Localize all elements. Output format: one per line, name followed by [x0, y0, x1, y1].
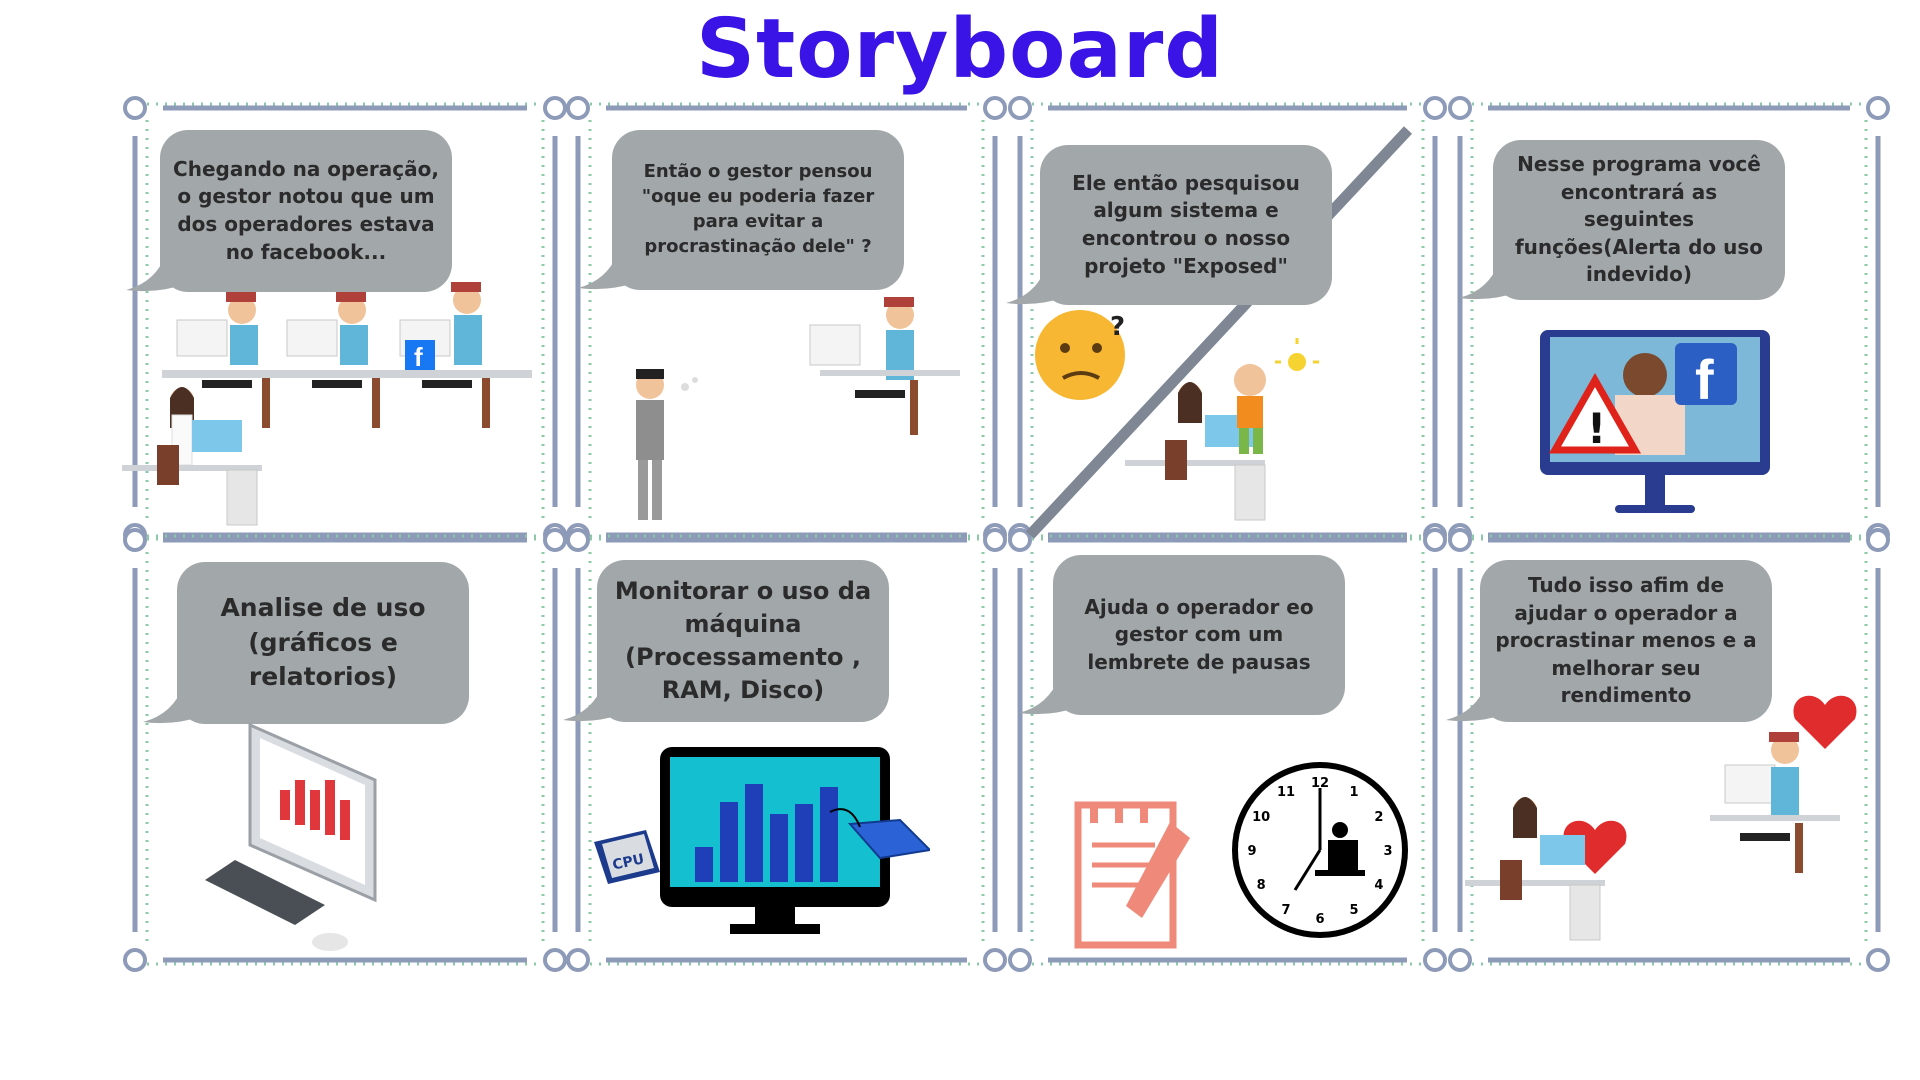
cpu-icon: CPU — [594, 830, 660, 884]
warning-icon: ! — [1548, 372, 1642, 454]
speech-bubble-3: Ele então pesquisou algum sistema e enco… — [1006, 145, 1332, 305]
thinking-manager-icon — [636, 369, 698, 520]
speech-bubble-4-text: Nesse programa você encontrará as seguin… — [1514, 152, 1764, 287]
heart-icon — [1793, 695, 1857, 749]
svg-text:!: ! — [1587, 404, 1606, 453]
bubble-tail — [1459, 262, 1519, 300]
panel-frame — [566, 528, 1007, 972]
bubble-tail — [563, 684, 623, 722]
computer-charts-5 — [205, 722, 377, 951]
operator-1-icon — [176, 292, 270, 428]
panel-frame — [1448, 96, 1890, 547]
speech-bubble-6: Monitorar o uso da máquina (Processament… — [563, 560, 889, 722]
speech-bubble-8-text: Tudo isso afim de ajudar o operador a pr… — [1495, 573, 1757, 708]
diagonal-divider — [1025, 126, 1413, 539]
page-title: Storyboard — [696, 2, 1224, 97]
clock-number: 1 — [1349, 785, 1358, 800]
thinking-scene-2 — [636, 297, 960, 520]
bar-chart-icon — [695, 784, 838, 882]
clock-number: 9 — [1247, 844, 1256, 859]
speech-bubble-3-text: Ele então pesquisou algum sistema e enco… — [1072, 170, 1300, 278]
speech-bubble-7-text: Ajuda o operador eo gestor com um lembre… — [1084, 594, 1314, 674]
speech-bubble-8: Tudo isso afim de ajudar o operador a pr… — [1446, 560, 1772, 722]
manager-icon — [1125, 382, 1266, 521]
lightbulb-icon — [1275, 338, 1319, 371]
panel-frame — [1448, 528, 1890, 972]
speech-bubble-5-text: Analise de uso (gráficos e relatorios) — [220, 593, 426, 692]
speech-bubble-5: Analise de uso (gráficos e relatorios) — [143, 562, 469, 724]
speech-bubble-1-text: Chegando na operação, o gestor notou que… — [173, 156, 439, 264]
thinking-emoji-icon: ? — [1035, 310, 1125, 400]
clock-number: 5 — [1349, 903, 1358, 918]
monitor-usage-6: CPU — [594, 747, 930, 934]
bar-chart-icon — [280, 780, 350, 840]
clock-number: 8 — [1257, 878, 1266, 893]
clock-number: 10 — [1252, 810, 1270, 825]
manager-icon — [122, 387, 262, 526]
bubble-tail — [143, 686, 203, 724]
speech-bubble-1: Chegando na operação, o gestor notou que… — [126, 130, 452, 292]
clock-number: 2 — [1374, 810, 1383, 825]
facebook-icon: f — [405, 340, 435, 372]
manager-icon — [1465, 797, 1605, 941]
speech-bubble-6-text: Monitorar o uso da máquina (Processament… — [614, 576, 872, 705]
clock-number: 3 — [1383, 844, 1392, 859]
clock-number: 4 — [1374, 878, 1383, 893]
clock-number: 6 — [1315, 912, 1324, 927]
svg-text:?: ? — [1110, 312, 1125, 342]
speech-bubble-2-text: Então o gestor pensou "oque eu poderia f… — [641, 161, 875, 257]
disk-icon — [829, 808, 930, 860]
happy-team-8 — [1465, 695, 1857, 941]
notepad-icon — [1074, 801, 1190, 949]
svg-text:f: f — [414, 342, 423, 372]
excited-kid-icon — [1234, 364, 1266, 454]
speech-bubble-4: Nesse programa você encontrará as seguin… — [1459, 140, 1785, 300]
idea-scene-3: ? — [1035, 310, 1319, 521]
operator-icon — [809, 297, 960, 435]
speech-bubble-2: Então o gestor pensou "oque eu poderia f… — [578, 130, 904, 290]
heart-icon — [1563, 820, 1627, 874]
clock-number: 7 — [1281, 903, 1290, 918]
panel-frame — [1008, 528, 1447, 972]
operator-2-icon — [286, 292, 380, 428]
svg-text:f: f — [1695, 348, 1714, 411]
operator-icon — [1710, 732, 1840, 873]
facebook-icon: f — [1675, 343, 1737, 411]
operator-3-icon: f — [399, 282, 490, 428]
bubble-tail — [578, 252, 638, 290]
warning-monitor-4: ! f — [1540, 330, 1770, 513]
office-scene-1: f — [122, 282, 532, 526]
bubble-tail — [1019, 677, 1079, 715]
panel-frame — [123, 528, 567, 972]
clock-number: 12 — [1311, 776, 1329, 791]
bubble-tail — [126, 254, 186, 292]
bubble-tail — [1446, 684, 1506, 722]
clock-number: 11 — [1277, 785, 1295, 800]
cpu-label: CPU — [611, 851, 646, 873]
bubble-tail — [1006, 267, 1066, 305]
speech-bubble-7: Ajuda o operador eo gestor com um lembre… — [1019, 555, 1345, 715]
